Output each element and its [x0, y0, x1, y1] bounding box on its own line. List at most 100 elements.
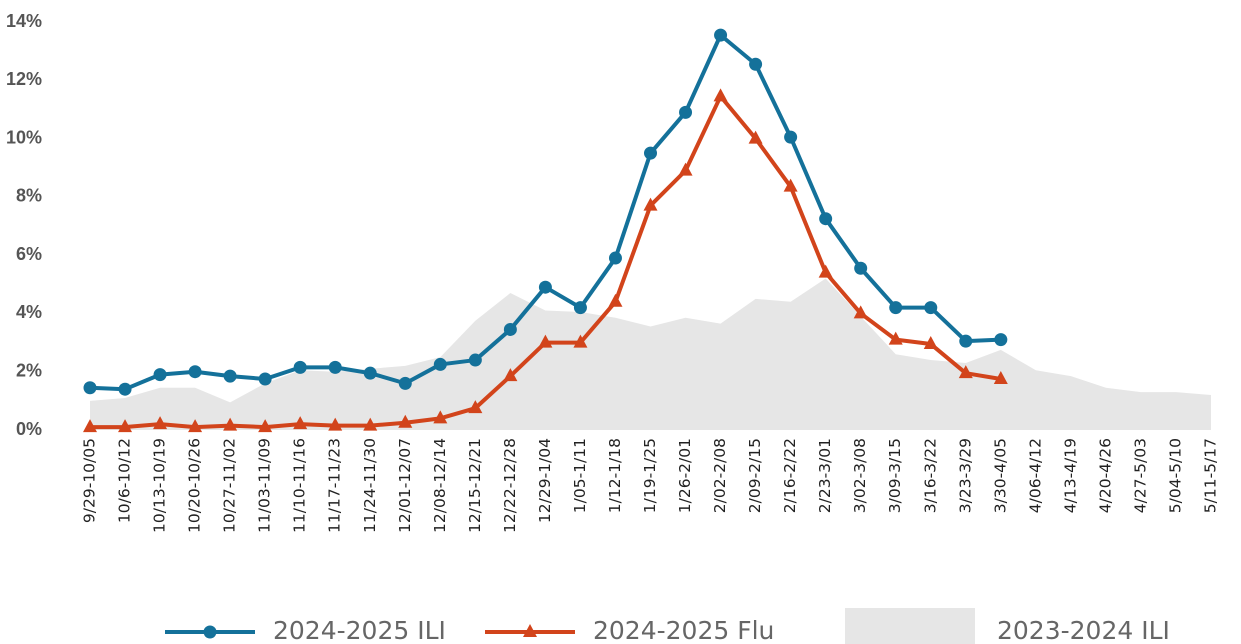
x-tick-label: 4/13-4/19 — [1061, 438, 1079, 513]
x-tick-label: 3/30-4/05 — [991, 438, 1009, 513]
marker — [153, 416, 168, 430]
x-tick-label: 12/08-12/14 — [431, 438, 449, 533]
x-tick-label: 11/24-11/30 — [361, 438, 379, 533]
marker — [959, 334, 973, 348]
x-tick-label: 1/19-1/25 — [641, 438, 659, 513]
marker — [924, 301, 938, 315]
marker — [644, 146, 657, 160]
legend-label: 2024-2025 Flu — [593, 616, 774, 644]
marker — [398, 414, 413, 428]
marker — [643, 197, 658, 211]
y-tick-label: 2% — [16, 360, 42, 380]
marker — [993, 371, 1008, 384]
y-tick-label: 14% — [6, 11, 42, 31]
legend-marker — [523, 624, 537, 637]
marker — [994, 333, 1008, 347]
marker — [328, 417, 343, 431]
marker — [889, 301, 903, 315]
x-tick-label: 3/16-3/22 — [921, 438, 939, 513]
y-tick-label: 10% — [6, 127, 42, 147]
marker — [678, 162, 693, 176]
y-tick-label: 12% — [6, 69, 42, 89]
marker — [784, 130, 798, 144]
marker — [713, 88, 728, 102]
marker — [853, 305, 868, 319]
y-tick-label: 8% — [16, 186, 42, 206]
legend-marker — [203, 625, 217, 639]
x-tick-label: 5/04-5/10 — [1166, 438, 1184, 513]
x-tick-label: 3/02-3/08 — [851, 438, 869, 513]
marker — [958, 365, 973, 379]
x-tick-label: 1/12-1/18 — [606, 438, 624, 513]
x-tick-label: 11/03-11/09 — [256, 438, 274, 533]
marker — [118, 419, 133, 433]
x-tick-label: 10/20-10/26 — [186, 438, 204, 533]
y-tick-label: 4% — [16, 302, 42, 322]
marker — [468, 353, 482, 367]
marker — [503, 368, 518, 382]
marker — [923, 336, 938, 350]
legend-label: 2023-2024 ILI — [997, 616, 1170, 644]
marker — [538, 334, 553, 348]
legend-label: 2024-2025 ILI — [273, 616, 446, 644]
marker — [363, 417, 378, 431]
marker — [573, 301, 587, 315]
x-tick-label: 3/09-3/15 — [886, 438, 904, 513]
marker — [573, 334, 588, 348]
x-tick-label: 12/15-12/21 — [466, 438, 484, 533]
marker — [468, 400, 483, 414]
y-tick-label: 6% — [16, 244, 42, 264]
x-tick-label: 4/06-4/12 — [1026, 438, 1044, 513]
marker — [608, 293, 623, 307]
x-tick-label: 11/10-11/16 — [291, 438, 309, 533]
marker — [328, 360, 342, 374]
marker — [188, 419, 203, 433]
marker — [748, 130, 763, 144]
x-tick-label: 2/09-2/15 — [746, 438, 764, 513]
marker — [153, 368, 167, 382]
marker — [433, 357, 447, 371]
x-tick-label: 4/20-4/26 — [1096, 438, 1114, 513]
marker — [258, 419, 273, 433]
x-tick-label: 11/17-11/23 — [326, 438, 344, 533]
area — [90, 278, 1211, 430]
marker — [783, 178, 798, 192]
marker — [223, 417, 238, 431]
x-tick-label: 12/29-1/04 — [536, 438, 554, 523]
x-tick-label: 5/11-5/17 — [1202, 438, 1220, 513]
marker — [118, 382, 132, 396]
marker — [293, 416, 308, 430]
marker — [819, 212, 833, 226]
x-tick-label: 3/23-3/29 — [956, 438, 974, 513]
marker — [433, 410, 448, 424]
marker — [398, 376, 412, 390]
x-tick-label: 10/13-10/19 — [151, 438, 169, 533]
marker — [503, 322, 517, 336]
marker — [854, 261, 868, 275]
x-tick-label: 2/02-2/08 — [711, 438, 729, 513]
y-tick-label: 0% — [16, 419, 42, 439]
x-tick-label: 9/29-10/05 — [81, 438, 99, 523]
x-tick-label: 1/05-1/11 — [571, 438, 589, 513]
marker — [818, 264, 833, 278]
marker — [293, 360, 307, 374]
marker — [83, 419, 97, 433]
x-tick-label: 12/22-12/28 — [501, 438, 519, 533]
marker — [714, 28, 728, 42]
x-tick-label: 10/27-11/02 — [221, 438, 239, 533]
marker — [608, 251, 622, 265]
x-tick-label: 2/23-3/01 — [816, 438, 834, 513]
x-tick-label: 1/26-2/01 — [676, 438, 694, 513]
x-tick-label: 10/6-10/12 — [116, 438, 134, 523]
marker — [363, 366, 377, 380]
x-tick-label: 12/01-12/07 — [396, 438, 414, 533]
marker — [538, 280, 552, 294]
marker — [83, 381, 97, 395]
marker — [188, 365, 202, 379]
x-tick-label: 4/27-5/03 — [1131, 438, 1149, 513]
x-tick-label: 2/16-2/22 — [781, 438, 799, 513]
marker — [888, 331, 903, 345]
marker — [679, 105, 693, 119]
legend-swatch — [845, 608, 975, 644]
